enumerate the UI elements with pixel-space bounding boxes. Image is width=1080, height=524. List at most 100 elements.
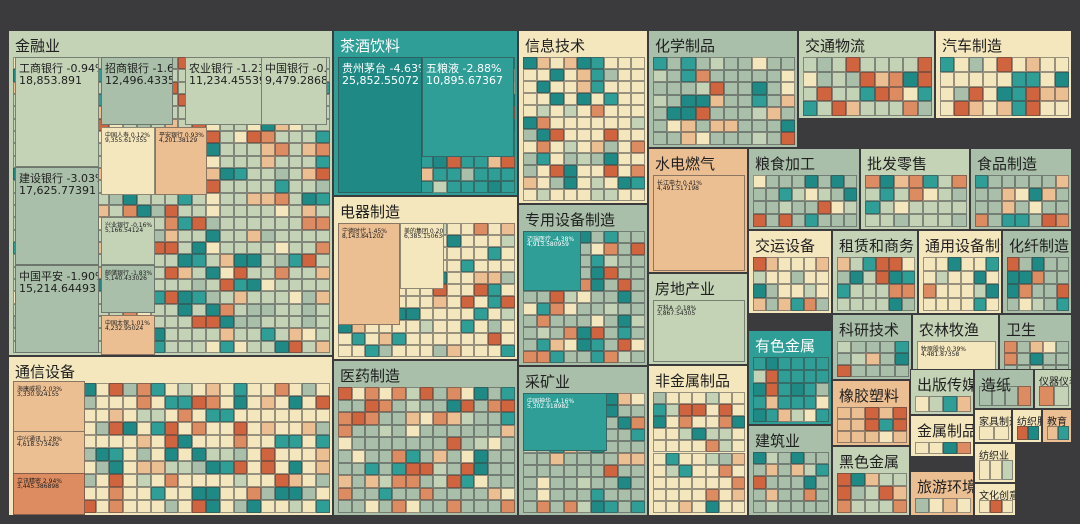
sector-23[interactable]: 中国神华 -4.16% 5,302.918982 采矿业 (518, 366, 648, 516)
small-stock-cell (631, 105, 645, 117)
small-stock-cell (523, 57, 537, 69)
stock-tile[interactable]: 邮储银行 -1.83% 5,140.433026 (101, 265, 155, 313)
stock-tile[interactable]: 迈瑞医疗 -4.38% 4,913.580959 (523, 231, 581, 291)
small-stock-cell (205, 303, 220, 316)
small-stock-cell (923, 175, 938, 188)
small-stock-cell (205, 229, 220, 242)
small-stock-cell (1040, 57, 1055, 72)
stock-tile[interactable]: 长江电力 0.41% 4,491.517198 (653, 175, 745, 271)
small-stock-cell (316, 316, 330, 329)
stock-tile[interactable]: 美的集团 0.20%6,385.150636 (400, 223, 444, 289)
small-stock-cell (780, 107, 795, 120)
stock-tile[interactable]: 招商银行 -1.67%12,496.4335 (101, 57, 173, 125)
sector-13[interactable]: 租赁和商务 (832, 230, 918, 314)
sector-17[interactable]: 科研技术 (832, 314, 912, 380)
stock-tile[interactable]: 农业银行 -1.23%11,234.45539 (185, 57, 265, 125)
sector-14[interactable]: 通用设备制造 (918, 230, 1002, 314)
stock-tile[interactable]: 万科A -0.18% 3,867.54305 (653, 300, 745, 362)
sector-1[interactable]: 贵州茅台 -4.63% 25,852.55072 五粮液 -2.88% 10,895.… (333, 30, 518, 196)
small-stock-cell (460, 412, 475, 425)
small-stock-cell (219, 396, 234, 409)
stock-tile[interactable]: 平安银行 0.93% 4,201.38129 (155, 127, 207, 195)
sector-3[interactable]: 化学制品 (648, 30, 798, 148)
stock-tile[interactable]: 贵州茅台 -4.63% 25,852.55072 (338, 57, 422, 193)
small-stock-cell (766, 107, 781, 120)
stock-value: 3,330.924155 (17, 391, 59, 398)
sector-16[interactable]: 万科A -0.18% 3,867.54305 房地产业 (648, 273, 748, 365)
stock-tile[interactable]: 建设银行 -3.03% 17,625.77391 (15, 167, 99, 265)
sector-30[interactable]: 金属制品 (910, 415, 974, 457)
sector-title: 出版传媒 (917, 376, 974, 394)
sector-9[interactable]: 粮食加工 (748, 148, 860, 230)
small-stock-cell (604, 81, 618, 93)
sector-8[interactable]: 长江电力 0.41% 4,491.517198 水电燃气 (648, 148, 748, 273)
stock-tile[interactable]: 中国神华 -4.16% 5,302.918982 (523, 393, 607, 451)
small-stock-cell (150, 487, 165, 500)
sector-36[interactable]: 纺织业 (974, 443, 1016, 483)
sector-11[interactable]: 食品制造 (970, 148, 1072, 230)
sector-12[interactable]: 交运设备 (748, 230, 832, 314)
small-stock-cell (192, 396, 206, 409)
small-stock-cell (577, 105, 591, 117)
stock-name: 工商银行 -0.94% (19, 62, 99, 75)
small-stock-cell (487, 168, 502, 181)
small-stock-cell (631, 231, 645, 243)
small-stock-cell (205, 409, 220, 422)
sector-33[interactable]: 家具制造 (974, 409, 1012, 443)
sector-25[interactable]: 橡胶塑料 (832, 380, 910, 446)
small-stock-cell (446, 412, 461, 425)
stock-tile[interactable]: 中国平安 -1.90% 15,214.64493 (15, 265, 99, 353)
stock-tile[interactable]: 中国太保 1.01% 4,232.95024 (101, 315, 155, 355)
small-stock-cell (893, 499, 907, 513)
small-stock-cell (446, 332, 461, 345)
sector-20[interactable]: 有色金属 (748, 330, 832, 425)
sector-34[interactable]: 纺织服装 (1012, 409, 1042, 443)
small-stock-cell (766, 69, 781, 83)
sector-29[interactable]: 建筑业 (748, 425, 832, 516)
small-stock-cell (1028, 188, 1043, 201)
sector-27[interactable]: 造纸 (974, 369, 1034, 409)
small-stock-cell (233, 242, 248, 255)
stock-tile[interactable]: 兴业银行 -0.16% 5,166.54124 (101, 217, 155, 265)
small-stock-cell (247, 383, 262, 396)
sector-31[interactable]: 黑色金属 (832, 446, 910, 516)
stock-tile[interactable]: 工商银行 -0.94% 18,853.891 (15, 57, 99, 167)
sector-32[interactable]: 旅游环境 (910, 471, 974, 516)
small-stock-cell (1007, 297, 1020, 311)
sector-21[interactable]: 海康威视 2.03% 3,330.924155 中兴通讯 1.28% 4,618.57… (8, 356, 333, 516)
sector-5[interactable]: 汽车制造 (935, 30, 1072, 119)
sector-2[interactable]: 信息技术 (518, 30, 648, 204)
sector-15[interactable]: 化纤制造 (1002, 230, 1072, 314)
small-stock-cell (817, 57, 832, 72)
sector-35[interactable]: 教育 (1042, 409, 1072, 443)
sector-10[interactable]: 批发零售 (860, 148, 970, 230)
small-stock-cell (302, 254, 317, 267)
small-stock-cell (536, 69, 551, 81)
small-stock-cell (419, 332, 434, 345)
small-stock-cell (406, 424, 420, 438)
stock-tile[interactable]: 立讯精密 2.94% 3,445.386898 (13, 473, 85, 515)
small-stock-cell (590, 189, 605, 201)
sector-4[interactable]: 交通物流 (798, 30, 935, 119)
stock-tile[interactable]: 中国人寿 0.12% 9,355.617355 (101, 127, 155, 195)
sector-title: 金属制品 (917, 422, 974, 440)
sector-22[interactable]: 医药制造 (333, 360, 518, 516)
sector-28[interactable]: 仪器仪表 (1034, 369, 1072, 409)
sector-24[interactable]: 非金属制品 (648, 365, 748, 516)
stock-tile[interactable]: 中国银行 -0.62%9,479.286878 (261, 57, 327, 125)
small-stock-cell (109, 474, 124, 487)
sector-37[interactable]: 文化创意 (974, 483, 1016, 516)
sector-7[interactable]: 迈瑞医疗 -4.38% 4,913.580959 专用设备制造 (518, 204, 648, 366)
sector-26[interactable]: 出版传媒 (910, 369, 974, 415)
small-stock-cell (803, 383, 817, 396)
small-stock-cell (837, 486, 851, 500)
stock-tile[interactable]: 宁德时代 1.45% 8,143.841202 (338, 223, 400, 325)
small-stock-cell (523, 105, 537, 117)
small-stock-cell (948, 270, 961, 284)
small-stock-cell (791, 284, 804, 298)
stock-tile[interactable]: 五粮液 -2.88% 10,895.67367 (422, 57, 514, 157)
small-stock-cell (1056, 353, 1069, 365)
small-stock-cell (1040, 71, 1055, 87)
